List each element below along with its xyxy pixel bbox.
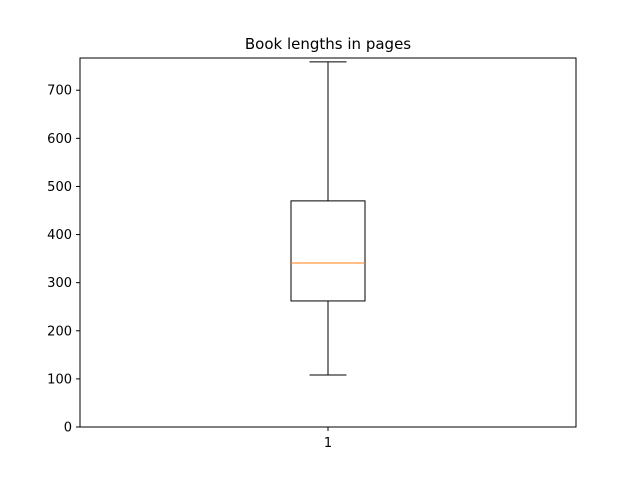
y-tick-label: 200 xyxy=(47,324,72,339)
y-axis: 0 100 200 300 400 500 600 700 xyxy=(47,84,80,436)
y-tick-label: 100 xyxy=(47,372,72,387)
x-axis: 1 xyxy=(324,427,332,451)
y-tick-label: 600 xyxy=(47,132,72,147)
y-tick-label: 500 xyxy=(47,180,72,195)
y-tick-label: 700 xyxy=(47,84,72,99)
y-tick-label: 300 xyxy=(47,276,72,291)
iqr-box xyxy=(290,200,366,302)
y-tick-label: 400 xyxy=(47,228,72,243)
chart-title: Book lengths in pages xyxy=(245,35,411,53)
y-tick-label: 0 xyxy=(64,421,72,436)
box-series xyxy=(290,61,366,376)
x-tick-label: 1 xyxy=(324,436,332,451)
